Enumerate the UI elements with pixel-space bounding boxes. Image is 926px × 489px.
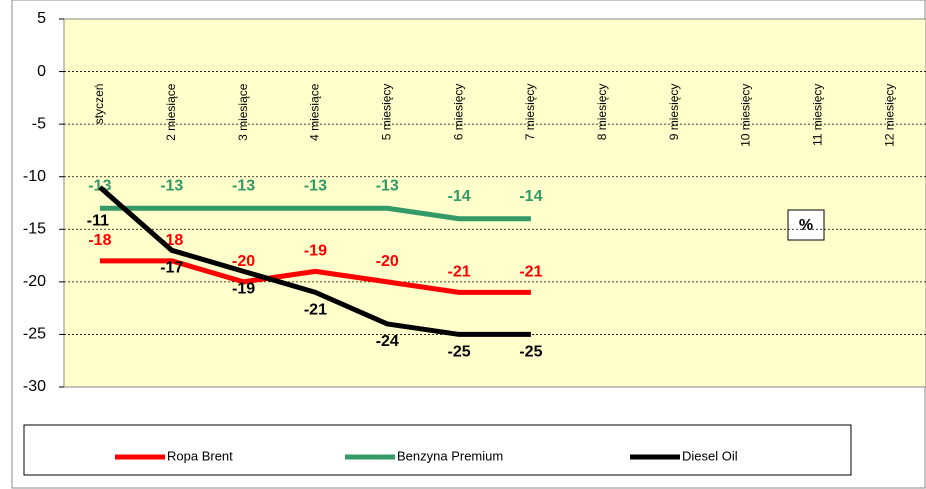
data-label: -11 bbox=[87, 212, 109, 229]
x-tick-label: 10 miesięcy bbox=[739, 84, 753, 147]
legend-label: Diesel Oil bbox=[682, 448, 738, 463]
data-label: -20 bbox=[376, 253, 399, 270]
y-tick-label: 5 bbox=[37, 10, 46, 27]
data-label: -17 bbox=[160, 260, 183, 277]
x-tick-label: 4 miesiące bbox=[308, 83, 322, 141]
y-tick-label: -15 bbox=[23, 221, 46, 238]
legend-label: Benzyna Premium bbox=[397, 448, 503, 463]
x-tick-label: 3 miesiące bbox=[236, 83, 250, 141]
x-tick-label: 7 miesięcy bbox=[523, 84, 537, 141]
data-label: -25 bbox=[448, 344, 471, 361]
data-label: -21 bbox=[448, 264, 471, 281]
data-label: -14 bbox=[448, 188, 471, 205]
series-line bbox=[98, 185, 531, 337]
x-tick-label: 12 miesięcy bbox=[882, 84, 896, 147]
y-tick-label: -5 bbox=[32, 115, 46, 132]
data-label: -21 bbox=[304, 302, 327, 319]
series-line bbox=[99, 258, 531, 295]
y-tick-label: 0 bbox=[37, 63, 46, 80]
data-label: -19 bbox=[304, 243, 327, 260]
data-label: -13 bbox=[160, 177, 183, 194]
y-tick-label: -25 bbox=[23, 326, 46, 343]
y-tick-label: -20 bbox=[23, 273, 46, 290]
x-tick-label: styczeń bbox=[92, 84, 106, 125]
x-tick-label: 8 miesięcy bbox=[595, 84, 609, 141]
x-tick-label: 11 miesięcy bbox=[810, 84, 824, 146]
x-tick-label: 2 miesiące bbox=[164, 83, 178, 141]
data-label: -13 bbox=[376, 177, 399, 194]
y-tick-label: -10 bbox=[23, 168, 46, 185]
annotation-box bbox=[787, 209, 825, 241]
data-label: -24 bbox=[376, 333, 399, 350]
data-label: -19 bbox=[232, 281, 255, 298]
x-tick-label: 5 miesięcy bbox=[379, 84, 393, 141]
annotation: % bbox=[799, 217, 813, 234]
series-line bbox=[99, 205, 531, 222]
x-tick-label: 6 miesięcy bbox=[451, 84, 465, 141]
data-label: -13 bbox=[304, 177, 327, 194]
data-label: -20 bbox=[232, 253, 255, 270]
data-label: -25 bbox=[519, 344, 542, 361]
data-label: -13 bbox=[232, 177, 255, 194]
legend-box bbox=[23, 424, 852, 476]
data-label: -18 bbox=[88, 232, 111, 249]
data-label: -21 bbox=[519, 264, 542, 281]
x-tick-label: 9 miesięcy bbox=[667, 84, 681, 141]
y-tick-label: -30 bbox=[23, 378, 46, 395]
plot-area bbox=[63, 18, 926, 388]
legend-label: Ropa Brent bbox=[167, 448, 233, 463]
data-label: -14 bbox=[519, 188, 542, 205]
